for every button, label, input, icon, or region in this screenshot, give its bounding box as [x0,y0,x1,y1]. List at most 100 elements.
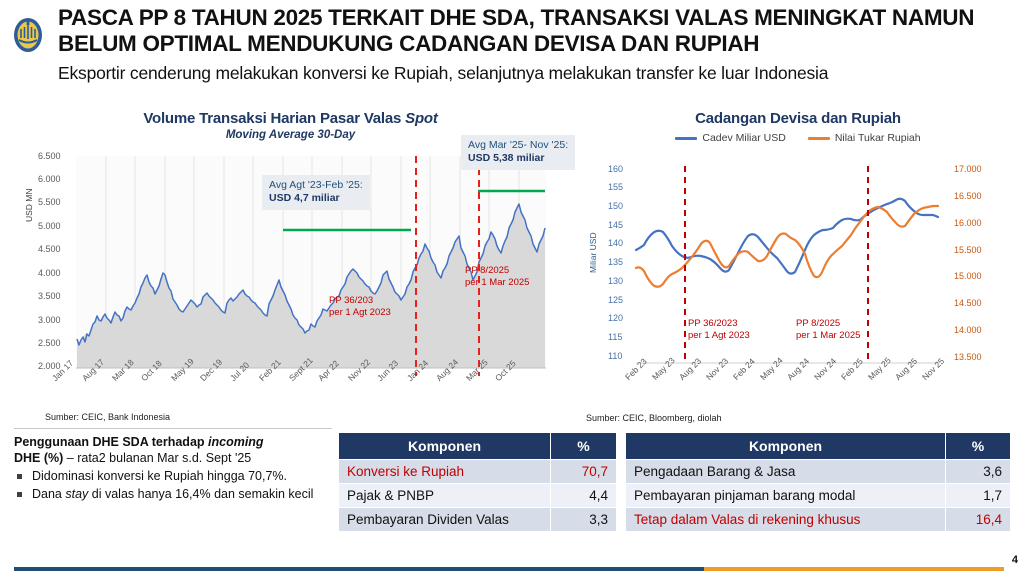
note-bullet-2-pre: Dana [32,487,66,501]
right-ytick-l-140: 140 [608,238,624,248]
note-box: Penggunaan DHE SDA terhadap incoming DHE… [14,434,332,502]
note-bullet-1: Didominasi konversi ke Rupiah hingga 70,… [14,468,332,484]
right-ytick-l-115: 115 [608,332,623,342]
table-right-cell-komponen-2: Tetap dalam Valas di rekening khusus [625,507,946,532]
table-right-cell-komponen-0: Pengadaan Barang & Jasa [625,459,946,484]
table-right-header-komponen: Komponen [625,432,946,460]
callout-1-line-1: Avg Agt '23-Feb '25: [269,179,363,191]
left-ytick-5500: 5.500 [38,197,61,207]
right-ytick-r-16000: 16.000 [954,218,982,228]
left-chart-callout-1: Avg Agt '23-Feb '25: USD 4,7 miliar [262,175,370,210]
right-ytick-l-145: 145 [608,220,624,230]
right-ytick-r-13500: 13.500 [954,352,982,362]
table-right-cell-pct-1: 1,7 [945,483,1011,508]
table-left-cell-komponen-0: Konversi ke Rupiah [338,459,551,484]
right-chart-plot [634,166,940,371]
left-chart-title-italic: Spot [405,110,438,127]
left-ytick-4000: 4.000 [38,268,61,278]
table-row: Pengadaan Barang & Jasa 3,6 [625,459,1011,484]
callout-2-line-2: USD 5,38 miliar [468,152,545,164]
left-ytick-3000: 3.000 [38,315,61,325]
table-right-cell-pct-2: 16,4 [945,507,1011,532]
legend-item-rupiah: Nilai Tukar Rupiah [807,132,921,144]
right-chart-legend: Cadev Miliar USD Nilai Tukar Rupiah [578,132,1018,144]
right-ytick-l-120: 120 [608,313,624,323]
left-ytick-2000: 2.000 [38,361,61,371]
callout-2-line-1: Avg Mar '25- Nov '25: [468,139,569,151]
note-title-part-2: DHE (%) [14,451,67,465]
note-bullet-2-post: di valas hanya 16,4% dan semakin kecil [88,487,314,501]
left-chart-subtitle: Moving Average 30-Day [225,129,356,141]
komponen-table-right: Komponen % Pengadaan Barang & Jasa 3,6 P… [625,432,1011,532]
right-ytick-r-14500: 14.500 [954,298,982,308]
series-cadev-line [634,197,940,275]
legend-swatch-blue-icon [675,136,698,140]
legend-label-rupiah: Nilai Tukar Rupiah [834,132,921,144]
table-right-header-pct: % [945,432,1011,460]
left-ytick-3500: 3.500 [38,291,61,301]
legend-item-cadev: Cadev Miliar USD [675,132,786,144]
right-chart-source: Sumber: CEIC, Bloomberg, diolah [586,413,722,423]
legend-swatch-orange-icon [807,136,830,140]
left-chart-y-axis-label: USD MN [24,188,34,222]
left-chart-title-plain: Volume Transaksi Harian Pasar Valas [143,110,406,127]
right-ytick-l-130: 130 [608,276,624,286]
page-title: PASCA PP 8 TAHUN 2025 TERKAIT DHE SDA, T… [58,5,975,56]
left-chart-source: Sumber: CEIC, Bank Indonesia [45,412,171,422]
left-ytick-6500: 6.500 [38,151,61,161]
page-number: 4 [1011,554,1018,566]
note-bullet-2-italic: stay [65,487,89,501]
right-ytick-l-125: 125 [608,295,624,305]
left-policy-label-1-line-1: PP 36/203 [329,295,374,306]
table-left-cell-komponen-1: Pajak & PNBP [338,483,551,508]
bottom-section: Penggunaan DHE SDA terhadap incoming DHE… [0,428,1024,575]
table-left-header-komponen: Komponen [338,432,551,460]
left-policy-label-2-line-2: per 1 Mar 2025 [465,277,530,288]
table-right-cell-komponen-1: Pembayaran pinjaman barang modal [625,483,946,508]
callout-1-line-2: USD 4,7 miliar [269,192,340,204]
right-ytick-l-155: 155 [608,182,624,192]
page-subtitle: Eksportir cenderung melakukan konversi k… [58,63,829,83]
note-title: Penggunaan DHE SDA terhadap incoming DHE… [14,434,332,466]
right-policy-label-2-line-2: per 1 Mar 2025 [796,330,861,341]
table-row: Pembayaran Dividen Valas 3,3 [338,507,617,532]
left-chart-title: Volume Transaksi Harian Pasar Valas Spot [18,110,563,127]
left-policy-label-2-line-1: PP 8/2025 [465,265,510,276]
right-ytick-r-17000: 17.000 [954,164,982,174]
note-divider [14,428,332,429]
right-ytick-r-15500: 15.500 [954,245,982,255]
series-rupiah-line [634,204,940,288]
right-policy-label-1-line-1: PP 36/2023 [688,318,738,329]
note-bullet-list: Didominasi konversi ke Rupiah hingga 70,… [14,468,332,502]
left-chart-panel: Volume Transaksi Harian Pasar Valas Spot… [18,110,576,430]
right-ytick-l-160: 160 [608,164,624,174]
footer-bar-orange [704,567,1004,571]
left-ytick-5000: 5.000 [38,221,61,231]
komponen-table-left: Komponen % Konversi ke Rupiah 70,7 Pajak… [338,432,617,532]
left-policy-label-1-line-2: per 1 Agt 2023 [329,307,391,318]
right-policy-label-1: PP 36/2023 per 1 Agt 2023 [688,318,750,342]
note-title-italic: incoming [208,435,264,449]
right-policy-label-2-line-1: PP 8/2025 [796,318,841,329]
left-policy-label-2: PP 8/2025 per 1 Mar 2025 [465,265,529,289]
right-ytick-l-135: 135 [608,257,624,267]
right-ytick-r-16500: 16.500 [954,191,982,201]
right-policy-label-1-line-2: per 1 Agt 2023 [688,330,750,341]
table-left-cell-komponen-2: Pembayaran Dividen Valas [338,507,551,532]
right-policy-label-2: PP 8/2025 per 1 Mar 2025 [796,318,860,342]
table-header-row: Komponen % [338,432,617,460]
right-ytick-r-15000: 15.000 [954,271,982,281]
title-block: PASCA PP 8 TAHUN 2025 TERKAIT DHE SDA, T… [58,5,1008,84]
table-row: Tetap dalam Valas di rekening khusus 16,… [625,507,1011,532]
table-left-header-pct: % [550,432,617,460]
footer-bar-blue [14,567,704,571]
right-ytick-l-110: 110 [608,351,623,361]
table-header-row: Komponen % [625,432,1011,460]
table-left-cell-pct-1: 4,4 [550,483,617,508]
left-ytick-4500: 4.500 [38,244,61,254]
table-left-cell-pct-0: 70,7 [550,459,617,484]
note-title-part-3: – rata2 bulanan Mar s.d. Sept '25 [66,451,252,465]
kemenkeu-emblem-icon [14,18,42,52]
left-policy-label-1: PP 36/203 per 1 Agt 2023 [329,295,391,319]
note-title-part-1: Penggunaan DHE SDA terhadap [14,435,209,449]
